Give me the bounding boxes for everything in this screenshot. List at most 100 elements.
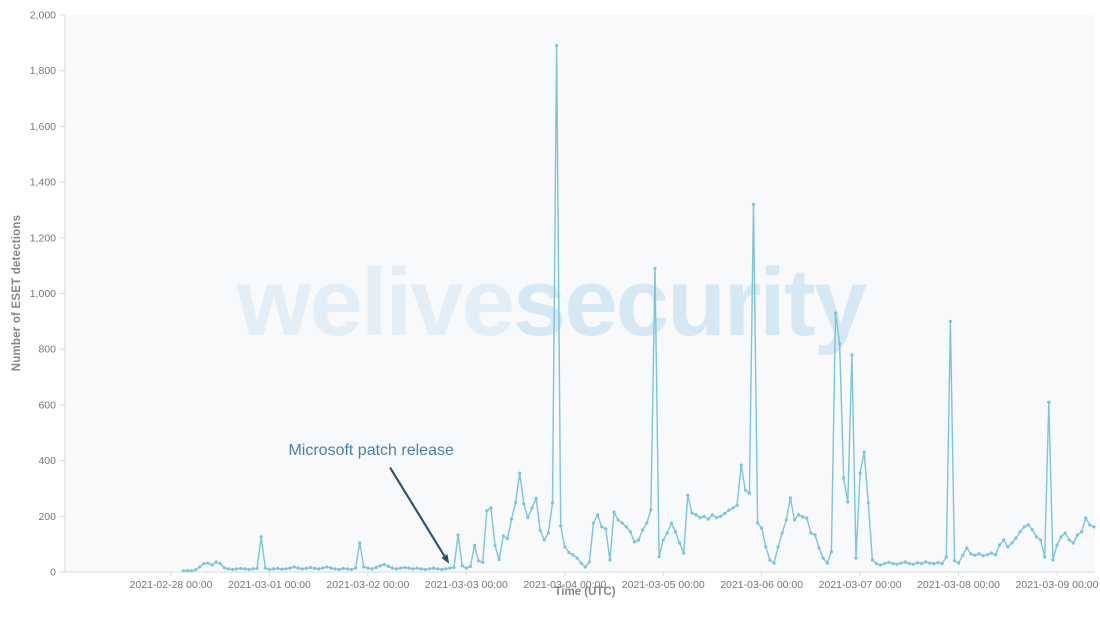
data-point-marker xyxy=(263,566,267,570)
data-point-marker xyxy=(194,568,198,572)
data-point-marker xyxy=(542,538,546,542)
data-point-marker xyxy=(550,501,555,505)
data-point-marker xyxy=(838,342,842,346)
data-point-marker xyxy=(1047,400,1051,404)
data-point-marker xyxy=(632,540,637,544)
data-point-marker xyxy=(235,567,239,571)
data-point-marker xyxy=(727,508,731,512)
plot-area-background xyxy=(65,15,1095,572)
data-point-marker xyxy=(460,564,464,568)
data-point-marker xyxy=(915,561,920,565)
data-point-marker xyxy=(206,561,210,565)
data-point-marker xyxy=(669,521,674,525)
data-point-marker xyxy=(378,564,382,568)
data-point-marker xyxy=(571,553,575,557)
y-tick-label: 0 xyxy=(50,567,56,579)
data-point-marker xyxy=(764,545,768,549)
data-point-marker xyxy=(464,566,468,570)
watermark-text-dark: security xyxy=(512,249,867,357)
annotation-label: Microsoft patch release xyxy=(288,442,454,460)
data-point-marker xyxy=(546,531,551,535)
data-point-marker xyxy=(743,488,747,492)
data-point-marker xyxy=(969,552,973,556)
data-point-marker xyxy=(944,555,948,559)
data-point-marker xyxy=(858,471,862,475)
data-point-marker xyxy=(756,521,760,525)
data-point-marker xyxy=(1026,523,1030,527)
data-point-marker xyxy=(395,567,399,571)
data-point-marker xyxy=(222,566,226,570)
data-point-marker xyxy=(481,560,485,564)
data-point-marker xyxy=(407,566,411,570)
data-point-marker xyxy=(489,506,493,510)
data-point-marker xyxy=(879,563,883,567)
data-point-marker xyxy=(317,567,321,571)
data-point-marker xyxy=(1067,538,1071,542)
data-point-marker xyxy=(653,266,657,270)
x-tick-label: 2021-03-02 00:00 xyxy=(326,579,409,591)
data-point-marker xyxy=(829,550,834,554)
x-tick-label: 2021-03-03 00:00 xyxy=(425,579,508,591)
y-axis-title: Number of ESET detections xyxy=(11,214,23,372)
data-point-marker xyxy=(300,567,304,571)
data-point-marker xyxy=(911,562,916,566)
data-point-marker xyxy=(185,569,189,573)
data-point-marker xyxy=(673,530,678,534)
data-point-marker xyxy=(637,538,641,542)
data-point-marker xyxy=(349,567,354,572)
data-point-marker xyxy=(706,517,710,521)
data-point-marker xyxy=(641,528,645,532)
data-point-marker xyxy=(267,567,271,572)
data-point-marker xyxy=(645,521,649,525)
data-point-marker xyxy=(501,534,505,538)
data-point-marker xyxy=(768,558,772,562)
data-point-marker xyxy=(714,516,719,520)
data-point-marker xyxy=(333,567,337,571)
data-point-marker xyxy=(399,566,403,570)
data-point-marker xyxy=(366,566,370,570)
data-point-marker xyxy=(710,513,715,517)
data-point-marker xyxy=(468,564,472,569)
data-point-marker xyxy=(723,511,727,516)
y-tick-label: 1,400 xyxy=(30,177,56,189)
y-tick-label: 1,600 xyxy=(30,121,56,133)
data-point-marker xyxy=(202,562,206,566)
data-point-marker xyxy=(866,501,870,505)
data-point-marker xyxy=(612,510,616,514)
data-point-marker xyxy=(497,557,501,562)
data-point-marker xyxy=(440,567,444,572)
data-point-marker xyxy=(833,311,838,315)
data-point-marker xyxy=(690,511,694,515)
data-point-marker xyxy=(321,566,325,570)
data-point-marker xyxy=(792,518,797,522)
data-point-marker xyxy=(784,518,788,522)
data-point-marker xyxy=(427,567,431,571)
data-point-marker xyxy=(509,517,514,521)
data-point-marker xyxy=(604,527,608,531)
data-point-marker xyxy=(280,567,284,571)
data-point-marker xyxy=(431,566,436,570)
data-point-marker xyxy=(1039,538,1043,542)
data-point-marker xyxy=(817,546,821,550)
data-point-marker xyxy=(271,567,276,571)
data-point-marker xyxy=(358,541,362,545)
data-point-marker xyxy=(591,521,596,525)
data-point-marker xyxy=(1034,535,1039,539)
data-point-marker xyxy=(505,537,509,541)
data-point-marker xyxy=(608,558,612,562)
data-point-marker xyxy=(341,566,345,571)
x-tick-label: 2021-03-05 00:00 xyxy=(622,579,705,591)
data-point-marker xyxy=(485,509,489,513)
data-point-marker xyxy=(530,506,534,510)
x-tick-label: 2021-03-07 00:00 xyxy=(819,579,902,591)
data-point-marker xyxy=(354,566,358,570)
x-tick-label: 2021-03-06 00:00 xyxy=(720,579,803,591)
watermark: welivesecurity xyxy=(237,255,867,351)
data-point-marker xyxy=(514,500,518,504)
series-line xyxy=(182,44,1095,572)
data-point-marker xyxy=(567,550,571,555)
data-point-marker xyxy=(772,561,776,565)
watermark-text-light: welive xyxy=(236,249,515,357)
data-point-marker xyxy=(230,567,235,572)
